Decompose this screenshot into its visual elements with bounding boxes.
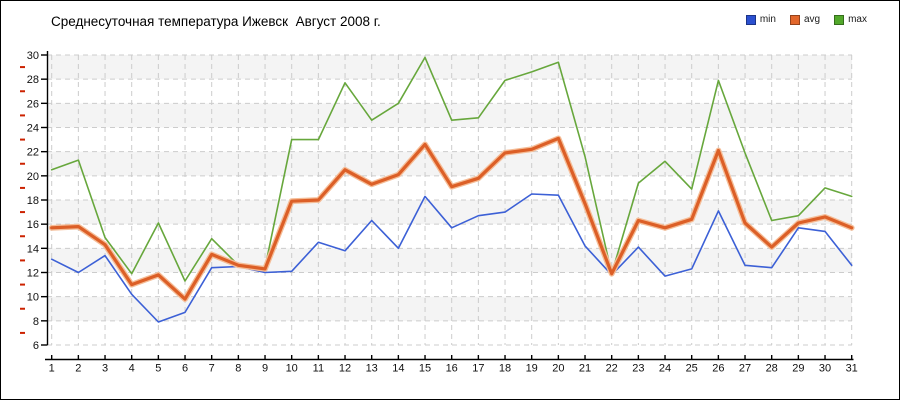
svg-text:16: 16 (446, 363, 458, 375)
avg-series-swatch-icon (789, 14, 800, 25)
legend-item-avg: avg (789, 14, 821, 25)
svg-text:8: 8 (235, 363, 241, 375)
svg-text:14: 14 (392, 363, 404, 375)
svg-text:20: 20 (27, 171, 39, 183)
svg-text:20: 20 (552, 363, 564, 375)
svg-text:11: 11 (313, 363, 324, 375)
min-series-line (50, 193, 853, 323)
svg-text:10: 10 (27, 292, 39, 304)
svg-text:30: 30 (819, 363, 831, 375)
svg-text:22: 22 (606, 363, 618, 375)
chart-legend: min avg max (745, 14, 867, 25)
svg-text:18: 18 (27, 195, 39, 207)
svg-text:28: 28 (27, 74, 39, 86)
svg-text:3: 3 (102, 363, 108, 375)
svg-text:17: 17 (472, 363, 484, 375)
svg-text:6: 6 (182, 363, 188, 375)
svg-text:15: 15 (419, 363, 431, 375)
svg-text:2: 2 (75, 363, 81, 375)
svg-text:30: 30 (27, 50, 39, 62)
legend-item-min: min (745, 14, 776, 25)
legend-label-min: min (759, 14, 776, 25)
legend-label-avg: avg (803, 14, 821, 25)
svg-text:19: 19 (526, 363, 538, 375)
svg-text:16: 16 (27, 219, 39, 231)
plot-bands (47, 55, 852, 321)
svg-text:8: 8 (33, 316, 39, 328)
svg-text:22: 22 (27, 147, 39, 159)
svg-text:27: 27 (739, 363, 751, 375)
avg-series-line (48, 135, 855, 303)
svg-text:12: 12 (339, 363, 351, 375)
svg-text:4: 4 (129, 363, 135, 375)
svg-text:24: 24 (659, 363, 671, 375)
svg-text:18: 18 (499, 363, 511, 375)
chart-title: Среднесуточная температура Ижевск Август… (51, 14, 381, 29)
svg-text:28: 28 (766, 363, 778, 375)
y-axis: 6 8 10 12 14 16 18 20 22 24 26 28 30 (20, 50, 49, 352)
svg-text:24: 24 (27, 123, 39, 135)
legend-label-max: max (848, 14, 867, 25)
svg-text:26: 26 (27, 98, 39, 110)
svg-text:12: 12 (27, 268, 39, 280)
svg-text:23: 23 (632, 363, 644, 375)
svg-text:6: 6 (33, 340, 39, 352)
svg-text:7: 7 (209, 363, 215, 375)
max-series-line (50, 56, 853, 282)
svg-text:10: 10 (286, 363, 298, 375)
svg-text:9: 9 (262, 363, 268, 375)
x-axis: 1 2 3 4 5 6 7 8 9 10 11 12 13 14 15 16 17 18 19 20 21 22 23 24 2… (45, 355, 858, 375)
svg-text:5: 5 (155, 363, 161, 375)
legend-item-max: max (834, 14, 867, 25)
svg-text:13: 13 (366, 363, 378, 375)
min-series-swatch-icon (745, 14, 756, 25)
svg-text:31: 31 (846, 363, 858, 375)
max-series-swatch-icon (834, 14, 845, 25)
svg-text:1: 1 (49, 363, 55, 375)
svg-text:29: 29 (792, 363, 804, 375)
svg-text:21: 21 (579, 363, 591, 375)
svg-text:25: 25 (686, 363, 698, 375)
svg-text:14: 14 (27, 243, 39, 255)
svg-text:26: 26 (712, 363, 724, 375)
